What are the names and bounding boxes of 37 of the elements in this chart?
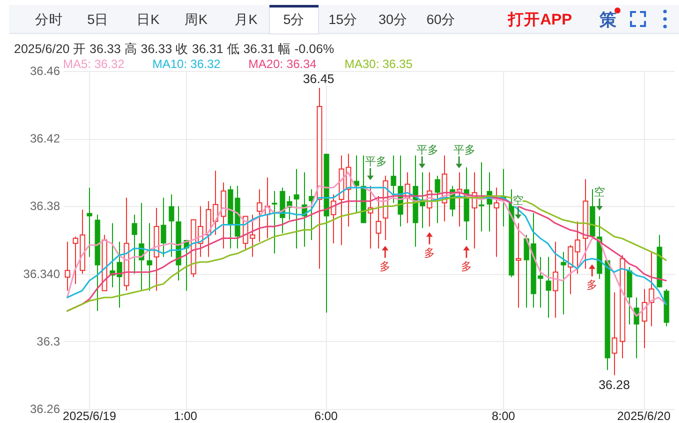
tab-label: 15分 <box>328 12 358 27</box>
signal-label: 多 <box>424 247 435 260</box>
y-tick-label: 36.42 <box>30 132 60 146</box>
tab-label: 5日 <box>87 12 109 27</box>
legend-item: MA5: 36.32 <box>63 57 124 71</box>
tab-label: 周K <box>184 12 208 27</box>
legend-item: MA30: 36.35 <box>344 57 413 71</box>
signal-label: 平多 <box>416 144 439 156</box>
signal-label: 多 <box>460 260 472 273</box>
legend-item: MA20: 36.34 <box>248 57 316 71</box>
tab-label: 5分 <box>283 12 305 27</box>
signal-label: 多 <box>586 279 598 292</box>
y-tick-label: 36.46 <box>30 64 60 78</box>
tab-label: 月K <box>234 12 258 27</box>
y-tick-label: 36.340 <box>23 266 60 281</box>
x-tick-label: 2025/6/20 <box>617 409 671 423</box>
tab-label: 60分 <box>426 12 456 27</box>
promo-label: 打开APP <box>508 12 572 28</box>
legend-item: MA10: 36.32 <box>152 57 220 71</box>
signal-label: 平多 <box>364 156 387 168</box>
value-label: 36.28 <box>598 378 630 392</box>
x-tick-label: 2025/6/19 <box>62 409 116 423</box>
x-tick-label: 8:00 <box>492 409 516 423</box>
signal-label: 多 <box>380 260 391 273</box>
tab-label: 分时 <box>35 12 63 27</box>
y-tick-label: 36.3 <box>36 334 60 348</box>
y-tick-label: 36.26 <box>30 402 60 416</box>
tab-label: 30分 <box>378 12 408 27</box>
subtitle: 2025/6/20 开 36.33 高 36.33 收 36.31 低 36.31 幅 -0.06% <box>14 42 334 56</box>
signal-label: 空 <box>594 186 605 198</box>
x-tick-label: 1:00 <box>174 409 198 423</box>
x-tick-label: 6:00 <box>314 409 338 423</box>
strategy-label: 策 <box>600 10 616 30</box>
signal-label: 平多 <box>454 144 476 156</box>
tab-label: 日K <box>136 12 160 27</box>
value-label: 36.45 <box>302 72 334 86</box>
y-tick-label: 36.38 <box>30 199 60 214</box>
